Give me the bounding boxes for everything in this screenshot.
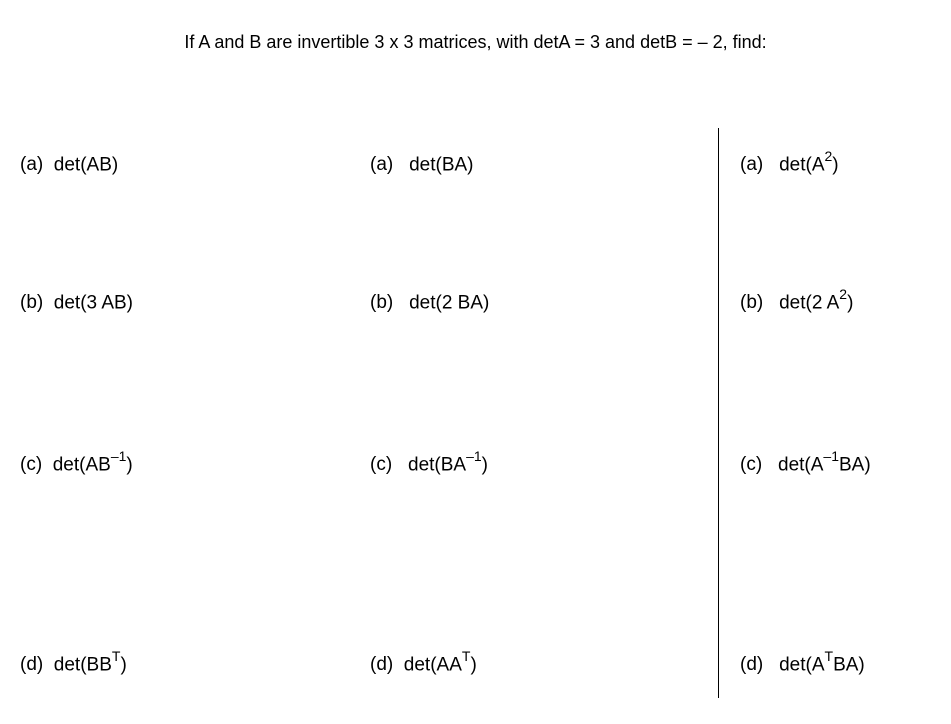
label-3a: (a) [740, 154, 763, 176]
item-2a: (a) det(BA) [370, 150, 474, 176]
label-1b: (b) [20, 292, 43, 314]
label-2d: (d) [370, 654, 393, 676]
expr-3b-post: ) [847, 292, 853, 313]
expr-3b-sup: 2 [839, 286, 847, 302]
expr-1d-pre: det(BB [54, 654, 112, 675]
label-1c: (c) [20, 454, 42, 476]
expr-2c-post: ) [482, 454, 488, 475]
expr-2b-pre: det(2 BA) [409, 292, 489, 313]
item-1c: (c) det(AB–1) [20, 450, 133, 476]
label-1d: (d) [20, 654, 43, 676]
expr-3d-sup: T [825, 648, 834, 664]
label-3b: (b) [740, 292, 763, 314]
expr-3c-pre: det(A [778, 454, 823, 475]
item-1a: (a) det(AB) [20, 150, 118, 176]
expr-3c-post: BA) [839, 454, 871, 475]
expr-1d-sup: T [112, 648, 121, 664]
label-2c: (c) [370, 454, 392, 476]
label-3d: (d) [740, 654, 763, 676]
expr-3a-post: ) [832, 154, 838, 175]
expr-3d-post: BA) [833, 654, 865, 675]
expr-1c-post: ) [126, 454, 132, 475]
expr-2d-sup: T [462, 648, 471, 664]
label-3c: (c) [740, 454, 762, 476]
expr-2a-pre: det(BA) [409, 154, 473, 175]
label-1a: (a) [20, 154, 43, 176]
item-3b: (b) det(2 A2) [740, 288, 853, 314]
item-2b: (b) det(2 BA) [370, 288, 489, 314]
expr-3b-pre: det(2 A [779, 292, 839, 313]
item-3c: (c) det(A–1BA) [740, 450, 871, 476]
item-3d: (d) det(ATBA) [740, 650, 865, 676]
item-1b: (b) det(3 AB) [20, 288, 133, 314]
expr-1c-sup: –1 [111, 448, 127, 464]
expr-1c-pre: det(AB [53, 454, 111, 475]
label-2a: (a) [370, 154, 393, 176]
item-2c: (c) det(BA–1) [370, 450, 488, 476]
expr-1b-pre: det(3 AB) [54, 292, 133, 313]
item-2d: (d) det(AAT) [370, 650, 477, 676]
expr-3a-sup: 2 [825, 148, 833, 164]
vertical-divider [718, 128, 719, 698]
item-3a: (a) det(A2) [740, 150, 839, 176]
expr-2d-pre: det(AA [404, 654, 462, 675]
label-2b: (b) [370, 292, 393, 314]
expr-1d-post: ) [120, 654, 126, 675]
expr-3a-pre: det(A [779, 154, 824, 175]
expr-3c-sup: –1 [823, 448, 839, 464]
expr-2c-sup: –1 [466, 448, 482, 464]
expr-2d-post: ) [470, 654, 476, 675]
expr-3d-pre: det(A [779, 654, 824, 675]
problem-header: If A and B are invertible 3 x 3 matrices… [0, 32, 951, 53]
expr-2c-pre: det(BA [408, 454, 466, 475]
item-1d: (d) det(BBT) [20, 650, 127, 676]
expr-1a-pre: det(AB) [54, 154, 118, 175]
